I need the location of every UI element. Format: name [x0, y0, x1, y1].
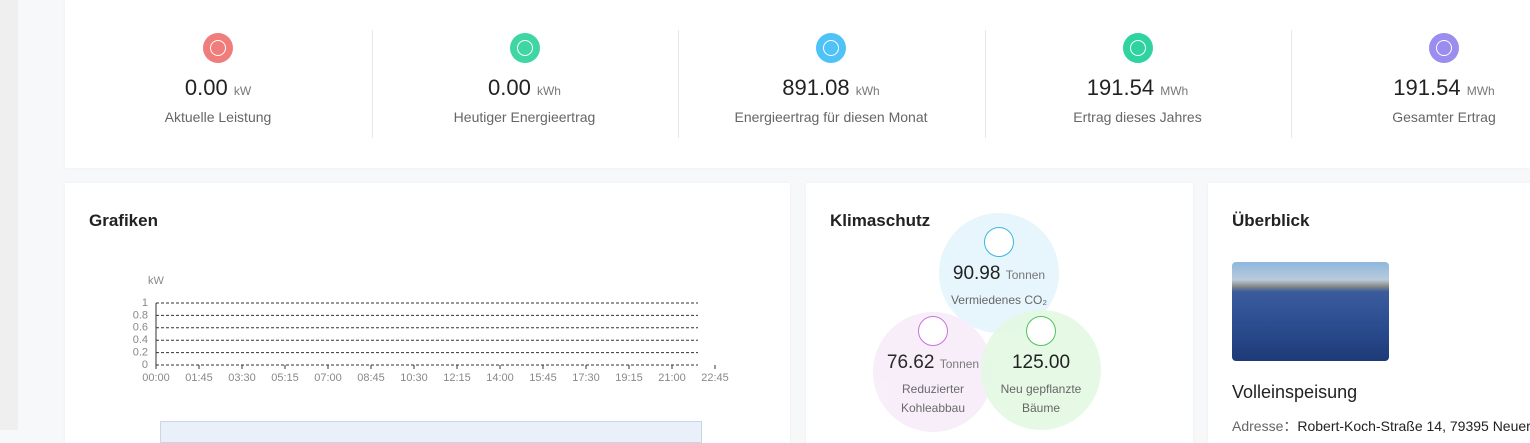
klimaschutz-card: Klimaschutz 90.98 Tonnen Vermiedenes CO₂… [806, 183, 1193, 443]
x-tick-label: 10:30 [400, 372, 428, 384]
stat-icon [1429, 33, 1459, 63]
y-tick-label: 0.8 [133, 309, 148, 321]
co2-circle: 90.98 Tonnen Vermiedenes CO₂ [939, 213, 1059, 333]
stat-unit: kWh [536, 84, 561, 98]
x-tick-label: 22:45 [701, 372, 729, 384]
coal-circle: 76.62 Tonnen Reduzierter Kohleabbau [873, 312, 993, 432]
label: Reduzierter Kohleabbau [900, 382, 966, 415]
x-tick-label: 07:00 [314, 372, 342, 384]
stat-label: Heutiger Energieertrag [453, 109, 596, 125]
stat: 191.54 MWh Gesamter Ertrag [1291, 0, 1530, 125]
stat: 891.08 kWh Energieertrag für diesen Mona… [678, 0, 984, 125]
plant-image [1232, 262, 1389, 361]
card-title: Überblick [1232, 211, 1310, 230]
stat-value: 891.08 [782, 75, 850, 100]
value: 125.00 [1011, 352, 1071, 373]
y-axis-label: kW [148, 275, 165, 287]
stats-card: 0.00 kW Aktuelle Leistung 0.00 kWh Heuti… [65, 0, 1530, 168]
grafiken-card: Grafiken kW 0 0.2 0.4 0.6 0.8 1 00:00 01:45 03:30… [65, 183, 790, 443]
x-tick-label: 01:45 [185, 372, 213, 384]
stat-unit: MWh [1466, 84, 1495, 98]
x-tick-label: 12:15 [443, 372, 471, 384]
stat-label: Aktuelle Leistung [164, 109, 272, 125]
x-tick-label: 00:00 [142, 372, 170, 384]
stat-value: 191.54 [1086, 75, 1155, 100]
stat-value: 0.00 [488, 75, 531, 100]
stat-unit: kW [233, 84, 252, 98]
stat-value: 0.00 [184, 75, 228, 100]
unit: Tonnen [1005, 268, 1046, 282]
divider [371, 30, 373, 138]
label: Vermiedenes CO₂ [950, 293, 1048, 307]
card-title: Grafiken [89, 211, 158, 230]
x-tick-label: 14:00 [486, 372, 514, 384]
stat-icon [816, 33, 846, 63]
y-tick-label: 0.6 [133, 322, 148, 334]
label: Neu gepflanzte Bäume [1000, 382, 1082, 415]
y-tick-label: 0.4 [133, 334, 148, 346]
x-tick-label: 05:15 [271, 372, 299, 384]
address: Robert-Koch-Straße 14, 79395 Neuer [1297, 418, 1530, 434]
x-tick-label: 15:45 [529, 372, 557, 384]
stat-label: Gesamter Ertrag [1392, 109, 1496, 125]
card-title: Klimaschutz [830, 211, 931, 230]
stat-value: 191.54 [1393, 75, 1461, 100]
stat: 0.00 kW Aktuelle Leistung [65, 0, 371, 125]
y-tick-label: 0.2 [133, 347, 148, 359]
address-row: Adresse：Robert-Koch-Straße 14, 79395 Neu… [1232, 418, 1530, 434]
sidebar-edge [0, 0, 18, 430]
x-tick-label: 03:30 [228, 372, 256, 384]
stat-icon [509, 33, 540, 63]
value: 76.62 [886, 352, 935, 373]
ueberblick-card: Überblick Volleinspeisung Adresse：Robert… [1208, 183, 1530, 443]
x-tick-label: 08:45 [357, 372, 385, 384]
stat-unit: MWh [1160, 84, 1189, 98]
unit: Tonnen [939, 357, 980, 371]
y-tick-label: 1 [142, 297, 148, 309]
divider [678, 30, 679, 138]
stat-unit: kWh [855, 84, 880, 98]
stat: 0.00 kWh Heutiger Energieertrag [372, 0, 678, 125]
stat: 191.54 MWh Ertrag dieses Jahres [985, 0, 1291, 125]
address-label: Adresse [1232, 418, 1284, 434]
trees-circle: 125.00 Neu gepflanzte Bäume [981, 310, 1101, 430]
stat-icon [203, 33, 233, 63]
stat-label: Energieertrag für diesen Monat [734, 109, 928, 125]
value: 90.98 [952, 263, 1001, 284]
divider [984, 30, 986, 138]
chart: kW 00.20.40.60.81 00:00 01:45 03:30 05:15 07:0… [133, 275, 729, 384]
x-tick-label: 17:30 [572, 372, 600, 384]
plant-name: Volleinspeisung [1232, 382, 1358, 402]
x-tick-label: 19:15 [615, 372, 643, 384]
x-tick-label: 21:00 [658, 372, 686, 384]
divider [1291, 30, 1292, 138]
zoom-slider[interactable] [160, 421, 702, 443]
stat-icon [1122, 33, 1153, 63]
y-tick-label: 0 [142, 359, 148, 371]
stat-label: Ertrag dieses Jahres [1073, 109, 1202, 125]
